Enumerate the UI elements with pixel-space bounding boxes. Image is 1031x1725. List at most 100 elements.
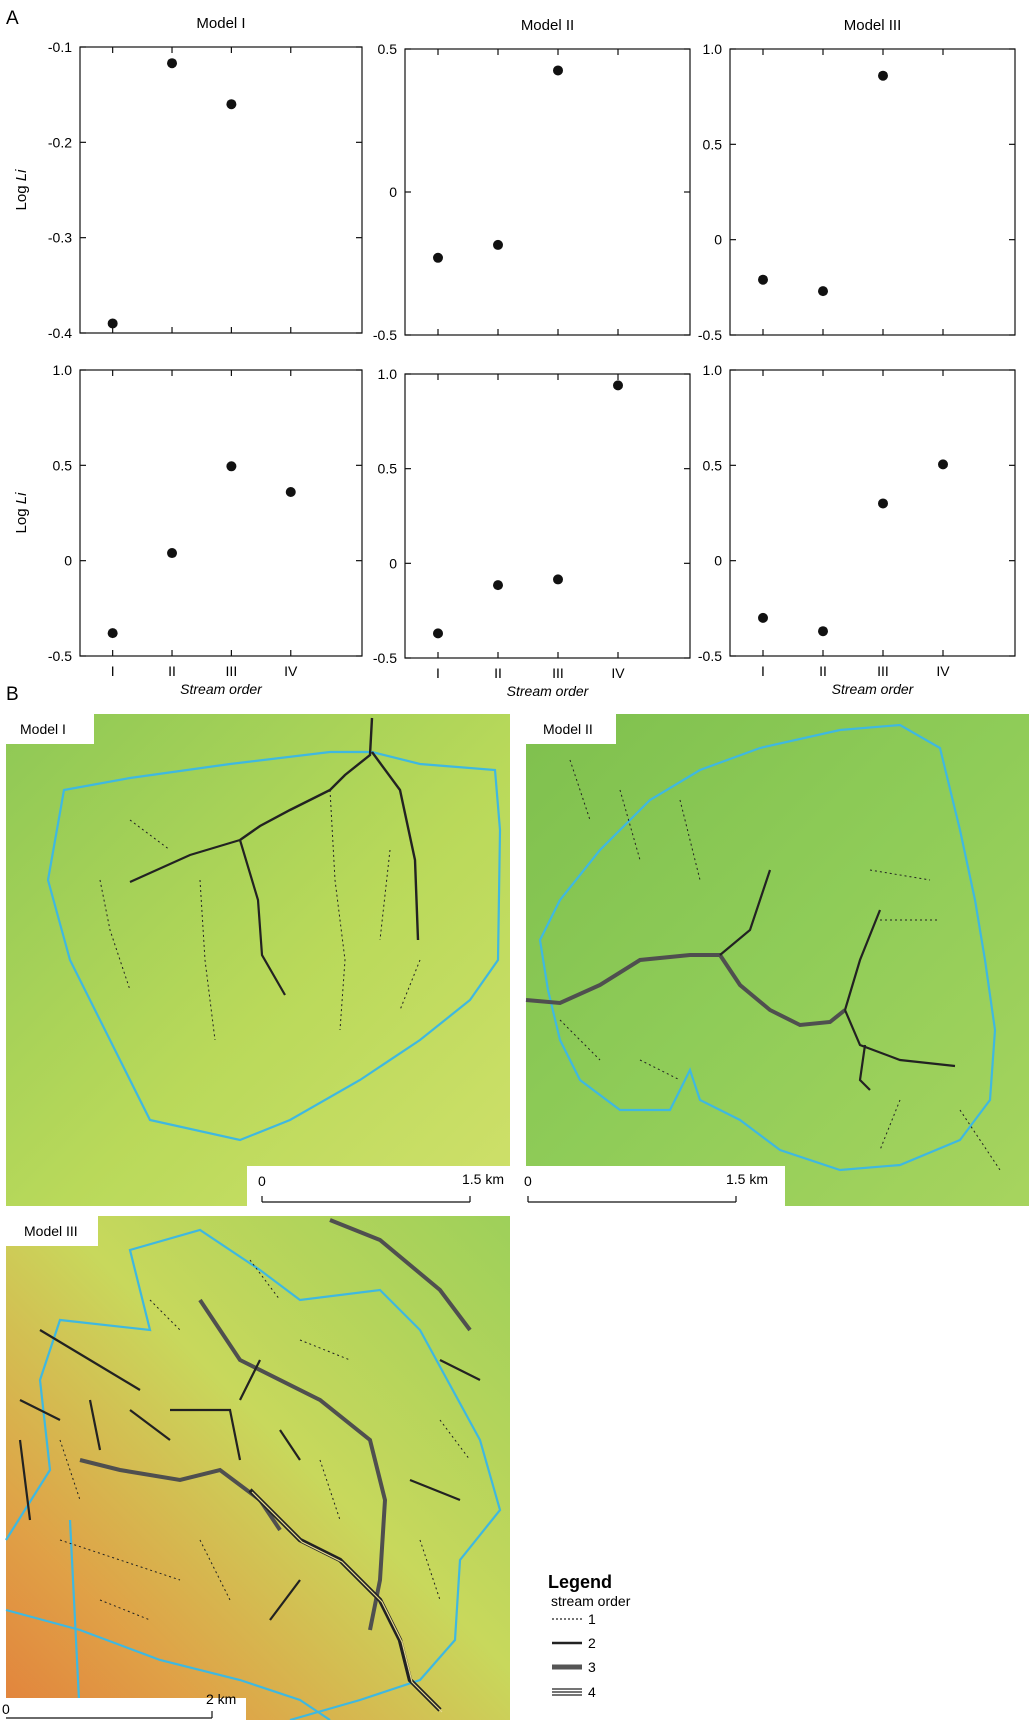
legend-item-2: 2	[588, 1635, 596, 1651]
chart-5-point-3	[553, 574, 563, 585]
chart-6-xtick-label-1: I	[761, 663, 765, 679]
chart-6-ytick-label-1: 1.0	[703, 362, 723, 378]
chart-4-point-4	[285, 487, 296, 498]
chart-6-xtick-label-3: III	[877, 663, 889, 679]
panel-b-label: B	[6, 684, 19, 705]
chart-6-ytick-label-3: 0	[714, 553, 722, 569]
map-model-2-label-box	[526, 714, 616, 744]
map-model-1-boundary	[46, 750, 502, 1142]
scale-bar-model-1-end: 1.5 km	[462, 1171, 504, 1187]
scale-bar-model-1-start: 0	[258, 1173, 266, 1189]
chart-2-point-2	[493, 239, 503, 250]
chart-4-xtick-label-3: III	[226, 663, 238, 679]
chart-5-ytick-label-4: -0.5	[373, 650, 397, 666]
chart-6-point-2	[818, 626, 828, 637]
legend-item-4: 4	[588, 1684, 596, 1700]
chart-1-ytick-label-2: -0.2	[48, 134, 72, 150]
chart-1-point-2	[167, 58, 178, 69]
chart-4-point-3	[226, 461, 237, 472]
map-model-1-terrain	[6, 714, 510, 1206]
chart-5-xtick-label-4: IV	[611, 665, 625, 681]
chart-6-xlabel: Stream order	[832, 681, 915, 697]
legend-item-1: 1	[588, 1611, 596, 1627]
map-model-2: Model II	[525, 714, 1029, 1206]
chart-3-ytick-label-3: 0	[714, 232, 722, 248]
map-model-3: Model III	[5, 1216, 510, 1722]
chart-5-ytick-label-2: 0.5	[378, 461, 398, 477]
chart-4-ytick-label-1: 1.0	[53, 362, 73, 378]
chart-6-ytick-label-2: 0.5	[703, 457, 723, 473]
chart-2-point-1	[433, 252, 443, 263]
chart-3-ytick-label-4: -0.5	[698, 327, 722, 343]
map-model-1-label: Model I	[20, 721, 66, 737]
map-model-1-stream-order-1	[99, 789, 421, 1041]
chart-3-title: Model III	[844, 17, 902, 34]
map-model-3-boundary	[5, 1228, 502, 1722]
chart-6-xtick-label-2: II	[819, 663, 827, 679]
chart-4-xlabel: Stream order	[180, 681, 263, 697]
map-model-2-stream-order-2	[719, 869, 956, 1091]
chart-2-point-3	[553, 65, 563, 76]
chart-2-ytick-label-2: 0	[389, 184, 397, 200]
chart-5-point-2	[493, 580, 503, 591]
scale-bar-model-3-end: 2 km	[206, 1691, 236, 1707]
chart-6-point-3	[878, 498, 888, 509]
chart-6-xtick-label-4: IV	[936, 663, 950, 679]
chart-5-point-4	[613, 380, 623, 391]
chart-5-point-1	[433, 628, 443, 639]
chart-3-frame	[729, 48, 1016, 336]
chart-1-point-3	[226, 99, 237, 110]
map-model-2-boundary	[538, 723, 997, 1172]
scale-bar-model-3: 0 2 km	[0, 1691, 246, 1720]
chart-1-frame	[79, 46, 363, 334]
map-model-3-stream-order-1	[59, 1259, 471, 1621]
chart-3-point-1	[758, 274, 768, 285]
chart-2-ytick-label-1: 0.5	[378, 41, 398, 57]
chart-6-point-1	[758, 612, 768, 623]
map-model-3-terrain	[6, 1216, 510, 1720]
scale-bar-model-3-bg	[0, 1698, 246, 1720]
chart-1-point-1	[107, 318, 118, 329]
chart-4-ytick-label-3: 0	[64, 553, 72, 569]
chart-3-ytick-label-1: 1.0	[703, 41, 723, 57]
chart-4-point-2	[167, 548, 178, 559]
scatter-charts: -0.1 -0.2 -0.3 -0.4 Model I Log Li 0.5 0 -0.5 Mod…	[13, 15, 1016, 699]
chart-5-frame	[404, 373, 691, 659]
chart-4-xtick-label-4: IV	[284, 663, 298, 679]
map-model-1-label-box	[6, 714, 94, 744]
scale-bar-model-2: 0 1.5 km	[524, 1171, 768, 1203]
chart-4-ylabel: Log Li	[13, 492, 30, 534]
chart-5-ytick-label-1: 1.0	[378, 366, 398, 382]
scale-bar-model-3-start: 0	[2, 1701, 10, 1717]
legend-title: Legend	[548, 1572, 612, 1592]
chart-2-ytick-label-3: -0.5	[373, 327, 397, 343]
chart-1-ytick-label-4: -0.4	[48, 325, 72, 341]
chart-1-title: Model I	[196, 15, 245, 32]
chart-5-xtick-label-1: I	[436, 665, 440, 681]
scale-bar-model-2-end: 1.5 km	[726, 1171, 768, 1187]
map-legend: Legend stream order 1 2 3 4	[548, 1572, 631, 1700]
chart-4-ytick-label-4: -0.5	[48, 648, 72, 664]
legend-subtitle: stream order	[551, 1593, 631, 1609]
chart-1-ytick-label-1: -0.1	[48, 39, 72, 55]
chart-5-xtick-label-3: III	[552, 665, 564, 681]
map-model-1-stream-order-2b	[129, 838, 286, 996]
chart-2-frame	[404, 48, 691, 336]
map-model-2-terrain	[526, 714, 1029, 1206]
chart-3: 1.0 0.5 0 -0.5 Model III	[698, 17, 1016, 343]
scale-bar-area	[247, 1166, 785, 1220]
map-model-3-label: Model III	[24, 1223, 78, 1239]
chart-1-ylabel: Log Li	[13, 169, 30, 211]
chart-4-xtick-label-2: II	[168, 663, 176, 679]
map-model-2-label: Model II	[543, 721, 593, 737]
chart-3-point-2	[818, 286, 828, 297]
map-model-3-stream-order-2	[18, 1329, 481, 1621]
map-model-3-stream-order-4-inner	[251, 1491, 443, 1713]
chart-5-xtick-label-2: II	[494, 665, 502, 681]
chart-2-title: Model II	[521, 17, 574, 34]
chart-5-xlabel: Stream order	[507, 683, 590, 699]
